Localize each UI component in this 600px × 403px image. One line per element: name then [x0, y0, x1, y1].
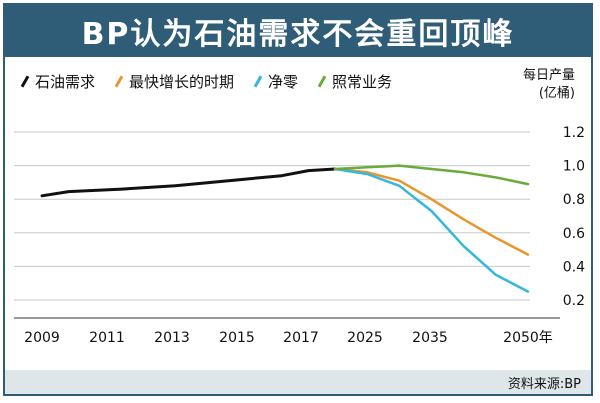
y-tick-label: 1.0 — [563, 159, 585, 175]
legend-label-net-zero: 净零 — [268, 73, 299, 91]
source-note: 资料来源:BP — [5, 370, 591, 394]
series-line-1 — [333, 167, 530, 256]
series-line-2 — [333, 167, 530, 293]
x-tick-label: 2025 — [347, 330, 383, 346]
y-tick-label: 0.6 — [563, 226, 585, 242]
legend-item-rapid: 最快增长的时期 — [113, 71, 234, 92]
legend-label-rapid: 最快增长的时期 — [129, 73, 235, 91]
y-tick-label: 1.2 — [563, 125, 585, 141]
legend-label-business-as-usual: 照常业务 — [332, 73, 393, 91]
y-tick-label: 0.2 — [563, 293, 585, 309]
series-line-3 — [333, 164, 530, 186]
x-tick-label: 2035 — [412, 330, 448, 346]
legend: 石油需求 最快增长的时期 净零 照常业务 — [19, 71, 392, 92]
y-axis-unit: 每日产量 (亿桶) — [505, 67, 575, 103]
y-tick-label: 0.4 — [563, 259, 585, 275]
x-tick-label: 2050年 — [503, 330, 553, 346]
legend-item-oil-demand: 石油需求 — [19, 71, 95, 92]
x-tick-label: 2013 — [154, 330, 190, 346]
legend-item-net-zero: 净零 — [252, 71, 298, 92]
x-tick-label: 2015 — [219, 330, 255, 346]
legend-item-business-as-usual: 照常业务 — [316, 71, 392, 92]
y-tick-label: 0.8 — [563, 192, 585, 208]
legend-label-oil-demand: 石油需求 — [35, 73, 96, 91]
x-tick-label: 2017 — [283, 330, 319, 346]
x-tick-label: 2009 — [24, 330, 60, 346]
unit-line-2: (亿桶) — [538, 86, 575, 101]
x-tick-label: 2011 — [89, 330, 125, 346]
series-line-0 — [40, 167, 337, 198]
unit-line-1: 每日产量 — [522, 68, 575, 83]
chart-title: BP认为石油需求不会重回顶峰 — [5, 5, 591, 57]
